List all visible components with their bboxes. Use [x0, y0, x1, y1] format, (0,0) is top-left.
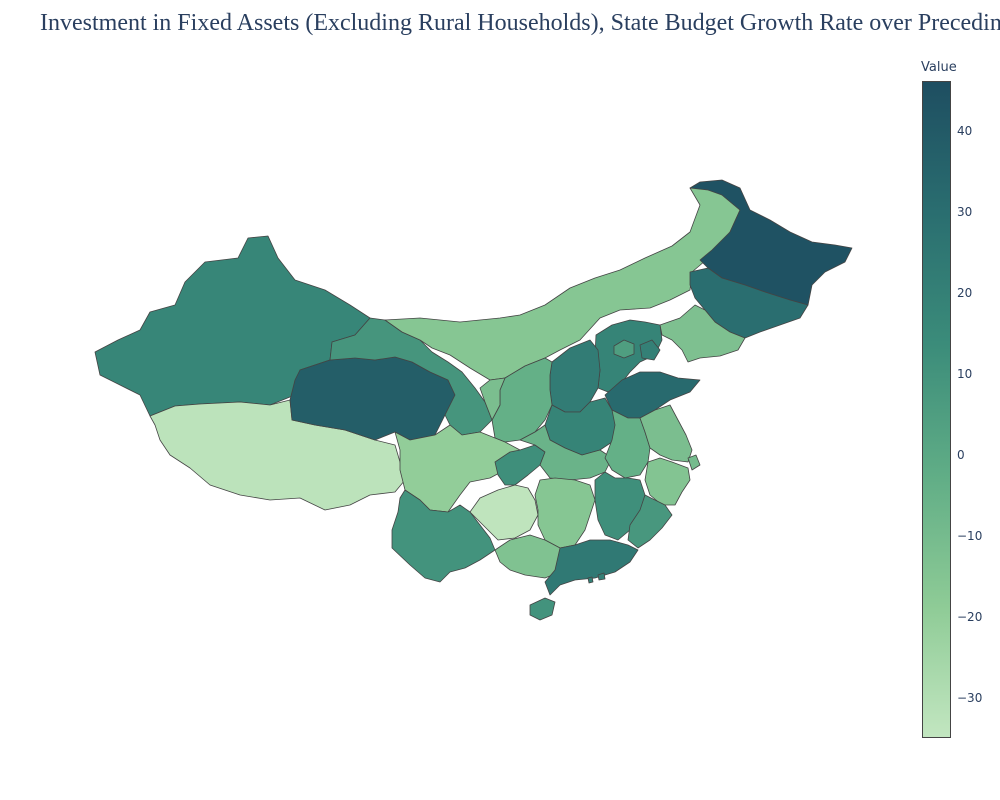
region-yunnan[interactable] — [391, 489, 496, 583]
colorbar-tick-label: −30 — [957, 690, 983, 705]
colorbar-tick-label: 40 — [957, 123, 973, 138]
colorbar — [922, 81, 951, 738]
region-guangdong[interactable] — [544, 539, 639, 596]
region-beijing[interactable] — [613, 339, 635, 359]
region-hunan[interactable] — [534, 477, 596, 549]
region-jiangsu[interactable] — [639, 404, 693, 463]
region-shanghai[interactable] — [687, 454, 701, 471]
colorbar-tick-label: −20 — [957, 609, 983, 624]
region-hong-kong[interactable] — [597, 572, 606, 581]
region-heilongjiang[interactable] — [689, 179, 853, 306]
chart-title: Investment in Fixed Assets (Excluding Ru… — [40, 10, 1000, 36]
region-hainan[interactable] — [529, 597, 556, 621]
region-fujian[interactable] — [627, 494, 673, 549]
region-zhejiang[interactable] — [644, 457, 691, 506]
colorbar-tick-label: 10 — [957, 366, 973, 381]
region-liaoning[interactable] — [659, 304, 746, 363]
region-jilin[interactable] — [689, 267, 809, 339]
colorbar-title: Value — [921, 60, 957, 75]
region-tibet[interactable] — [149, 399, 406, 511]
region-hubei[interactable] — [519, 424, 613, 481]
colorbar-tick-label: 0 — [957, 447, 965, 462]
colorbar-tick-label: 20 — [957, 285, 973, 300]
colorbar-tick-label: −10 — [957, 528, 983, 543]
colorbar-tick-label: 30 — [957, 204, 973, 219]
region-ningxia[interactable] — [479, 377, 506, 421]
region-macau[interactable] — [587, 576, 594, 584]
region-tianjin[interactable] — [639, 339, 661, 361]
